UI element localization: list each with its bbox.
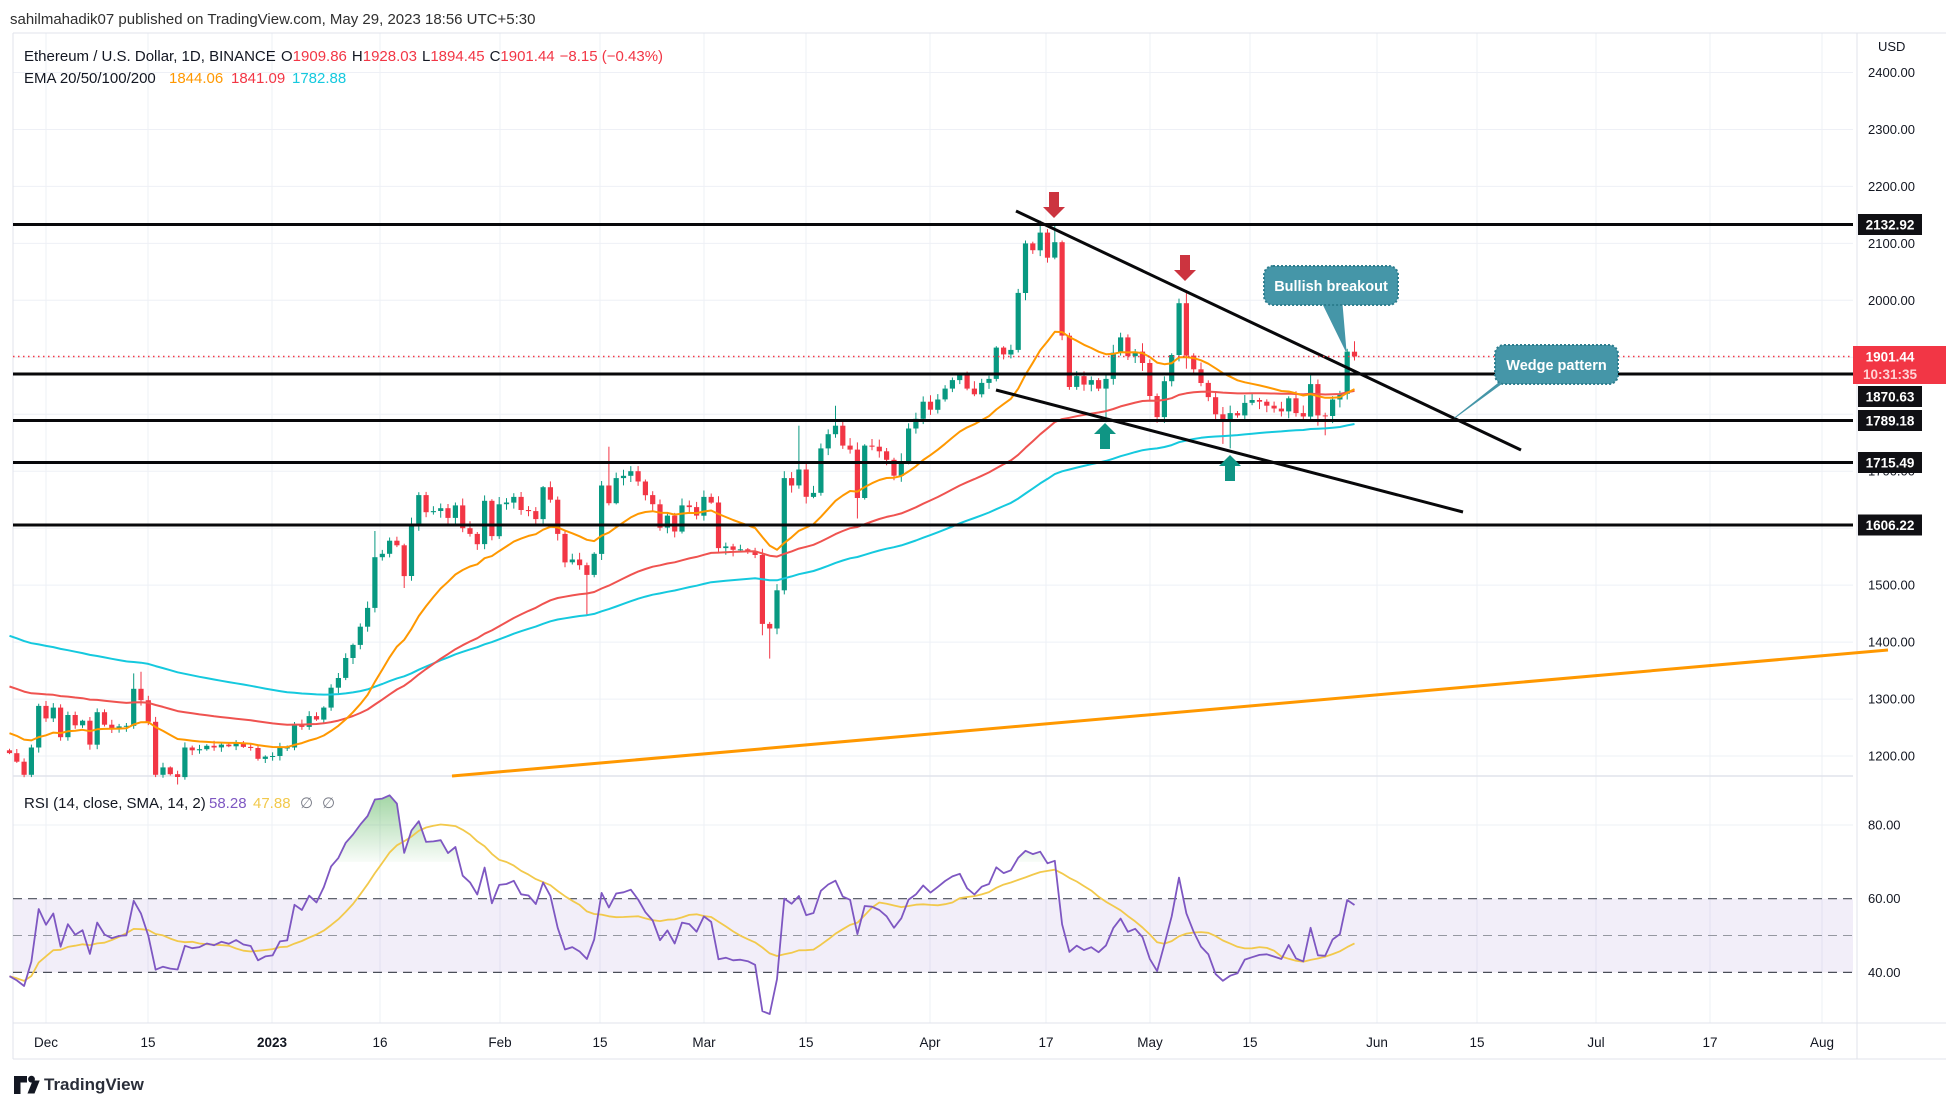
svg-text:2023: 2023: [257, 1035, 288, 1050]
svg-text:Bullish breakout: Bullish breakout: [1274, 279, 1388, 295]
svg-text:17: 17: [1702, 1035, 1717, 1050]
svg-text:15: 15: [1469, 1035, 1484, 1050]
svg-text:Mar: Mar: [692, 1035, 716, 1050]
svg-text:1901.44: 1901.44: [1866, 350, 1915, 365]
svg-text:Apr: Apr: [919, 1035, 941, 1050]
svg-text:Aug: Aug: [1810, 1035, 1834, 1050]
svg-text:1200.00: 1200.00: [1868, 749, 1915, 764]
svg-text:1715.49: 1715.49: [1866, 456, 1915, 471]
svg-text:2000.00: 2000.00: [1868, 293, 1915, 308]
svg-text:1606.22: 1606.22: [1866, 518, 1915, 533]
svg-text:15: 15: [798, 1035, 813, 1050]
svg-text:Wedge pattern: Wedge pattern: [1506, 358, 1606, 374]
svg-text:15: 15: [1242, 1035, 1257, 1050]
svg-text:TradingView: TradingView: [44, 1075, 145, 1094]
svg-text:USD: USD: [1878, 39, 1905, 54]
svg-text:sahilmahadik07 published on Tr: sahilmahadik07 published on TradingView.…: [10, 11, 535, 28]
svg-text:RSI (14, close, SMA, 14, 2)58.: RSI (14, close, SMA, 14, 2) 58.28 47.88 ∅ ∅: [24, 795, 335, 812]
svg-text:2400.00: 2400.00: [1868, 65, 1915, 80]
svg-text:2132.92: 2132.92: [1866, 218, 1915, 233]
svg-text:1300.00: 1300.00: [1868, 692, 1915, 707]
svg-text:Feb: Feb: [488, 1035, 511, 1050]
svg-text:Ethereum / U.S. Dollar, 1D, BI: Ethereum / U.S. Dollar, 1D, BINANCE O1909…: [24, 48, 663, 65]
svg-text:2300.00: 2300.00: [1868, 122, 1915, 137]
svg-text:Jul: Jul: [1587, 1035, 1604, 1050]
svg-text:60.00: 60.00: [1868, 891, 1901, 906]
svg-text:80.00: 80.00: [1868, 818, 1901, 833]
svg-text:May: May: [1137, 1035, 1163, 1050]
svg-text:15: 15: [592, 1035, 607, 1050]
svg-text:17: 17: [1038, 1035, 1053, 1050]
svg-text:1789.18: 1789.18: [1866, 414, 1915, 429]
svg-text:2200.00: 2200.00: [1868, 179, 1915, 194]
svg-text:Dec: Dec: [34, 1035, 58, 1050]
svg-text:15: 15: [140, 1035, 155, 1050]
svg-text:Jun: Jun: [1366, 1035, 1388, 1050]
svg-text:1500.00: 1500.00: [1868, 578, 1915, 593]
svg-text:10:31:35: 10:31:35: [1863, 367, 1918, 382]
svg-text:16: 16: [372, 1035, 387, 1050]
svg-text:1870.63: 1870.63: [1866, 390, 1915, 405]
svg-text:40.00: 40.00: [1868, 965, 1901, 980]
svg-text:1400.00: 1400.00: [1868, 635, 1915, 650]
svg-text:2100.00: 2100.00: [1868, 236, 1915, 251]
